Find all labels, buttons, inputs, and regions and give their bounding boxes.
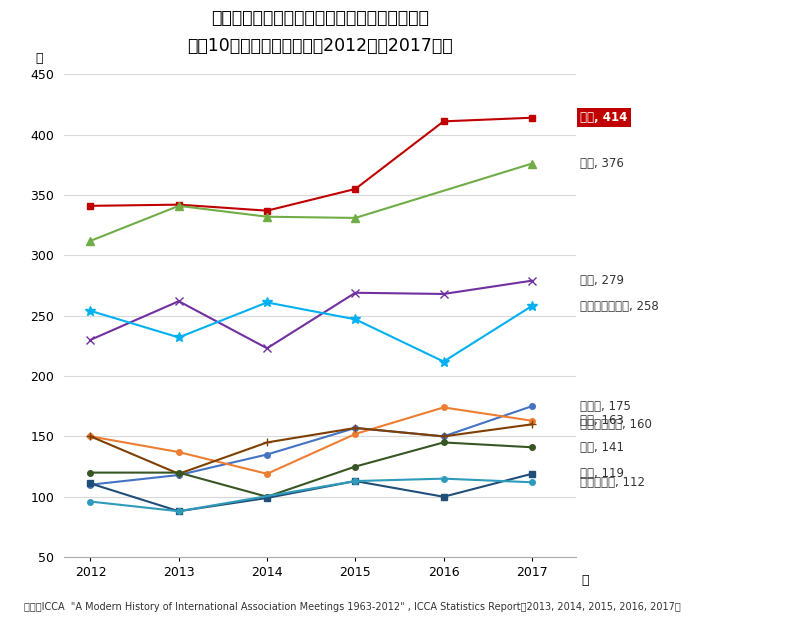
Text: 香港, 119: 香港, 119 xyxy=(581,467,625,480)
Text: 日本, 414: 日本, 414 xyxy=(581,111,628,124)
Text: 出典：ICCA  "A Modern History of International Association Meetings 1963-2012" , IC: 出典：ICCA "A Modern History of Internation… xyxy=(24,602,681,612)
Text: マレーシア, 112: マレーシア, 112 xyxy=(581,476,646,489)
Title: アジア・太平洋地域における国際会議開催件数
上位10か国・地域の推移（2012年〜2017年）: アジア・太平洋地域における国際会議開催件数 上位10か国・地域の推移（2012年… xyxy=(187,9,453,54)
Text: 台湾, 141: 台湾, 141 xyxy=(581,441,625,454)
Text: シンガポール, 160: シンガポール, 160 xyxy=(581,418,652,431)
Text: 中国, 376: 中国, 376 xyxy=(581,157,624,170)
Text: インド, 175: インド, 175 xyxy=(581,400,631,413)
Text: オーストラリア, 258: オーストラリア, 258 xyxy=(581,300,659,313)
Text: 韓国, 279: 韓国, 279 xyxy=(581,274,625,287)
Text: タイ, 163: タイ, 163 xyxy=(581,414,624,427)
Text: 件: 件 xyxy=(36,51,43,64)
Text: 年: 年 xyxy=(581,574,589,587)
